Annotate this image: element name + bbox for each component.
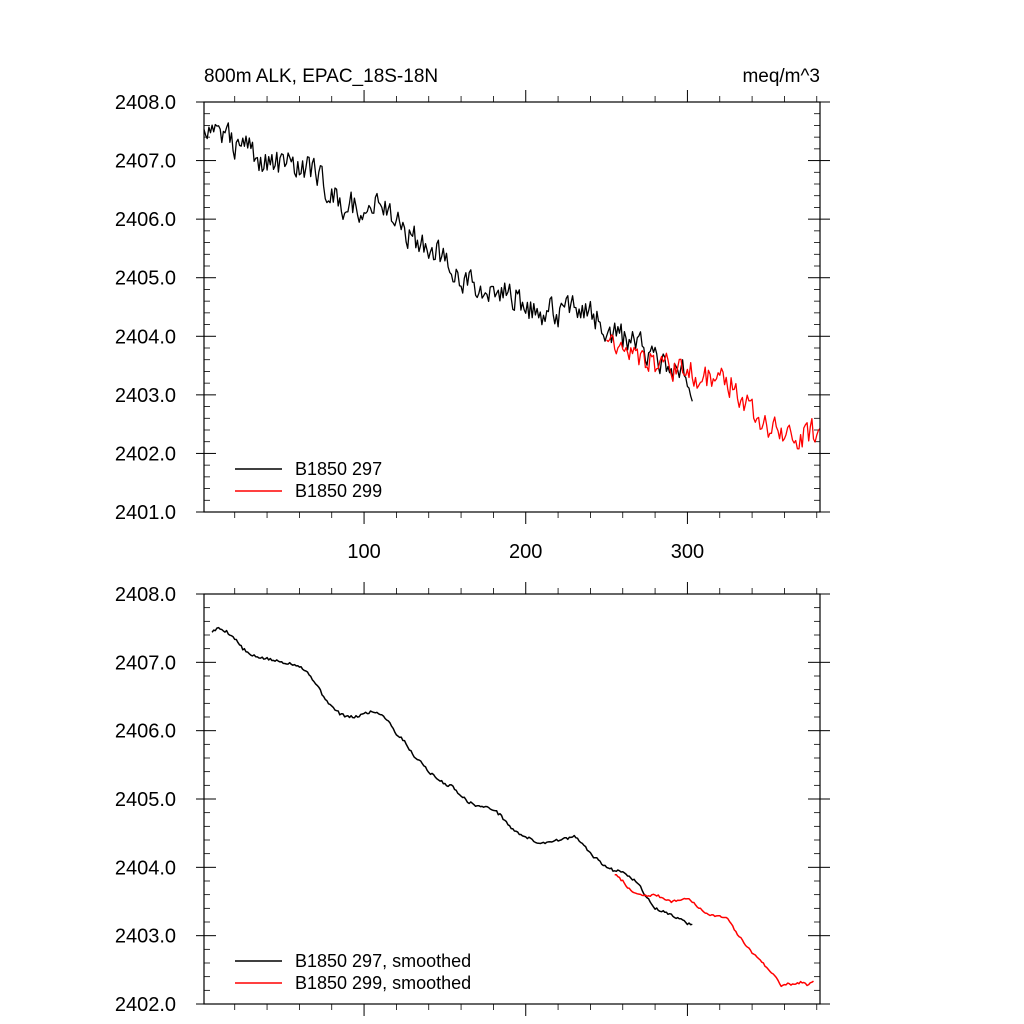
top-panel: 800m ALK, EPAC_18S-18N meq/m^3 2401.0240… <box>115 66 830 563</box>
y-tick-label: 2404.0 <box>115 857 176 879</box>
series-line-b1850-299 <box>606 334 821 450</box>
legend-label-297-smoothed: B1850 297, smoothed <box>295 951 471 971</box>
y-tick-label: 2405.0 <box>115 789 176 811</box>
y-tick-label: 2407.0 <box>115 652 176 674</box>
y-tick-label: 2403.0 <box>115 926 176 948</box>
x-tick-label: 200 <box>509 541 542 563</box>
y-tick-label: 2402.0 <box>115 994 176 1016</box>
top-panel-title: 800m ALK, EPAC_18S-18N <box>204 66 438 87</box>
y-tick-label: 2406.0 <box>115 721 176 743</box>
x-tick-label: 100 <box>347 541 380 563</box>
y-tick-label: 2408.0 <box>115 92 176 114</box>
top-axes: 2401.0 2402.0 2403.0 2404.0 2405.0 2406.0 2407… <box>115 90 830 563</box>
top-plot-frame <box>203 101 821 513</box>
bottom-series <box>211 626 814 988</box>
y-tick-label: 2405.0 <box>115 268 176 290</box>
y-tick-label: 2403.0 <box>115 385 176 407</box>
legend-label-297: B1850 297 <box>295 459 382 479</box>
legend-label-299: B1850 299 <box>295 481 382 501</box>
y-tick-label: 2408.0 <box>115 584 176 606</box>
top-series <box>203 122 821 450</box>
series-line-b1850-299-smoothed <box>614 873 814 988</box>
y-tick-label: 2404.0 <box>115 326 176 348</box>
bottom-axes: 2402.0 2403.0 2404.0 2405.0 2406.0 2407.0 2408… <box>115 582 830 1016</box>
bottom-panel: 2402.0 2403.0 2404.0 2405.0 2406.0 2407.0 2408… <box>115 582 830 1016</box>
y-tick-label: 2407.0 <box>115 151 176 173</box>
y-tick-label: 2406.0 <box>115 209 176 231</box>
legend-label-299-smoothed: B1850 299, smoothed <box>295 973 471 993</box>
series-line-b1850-297 <box>203 122 693 402</box>
y-tick-label: 2401.0 <box>115 502 176 524</box>
top-legend: B1850 297 B1850 299 <box>235 459 382 501</box>
bottom-plot-frame <box>203 593 821 1005</box>
bottom-legend: B1850 297, smoothed B1850 299, smoothed <box>235 951 471 993</box>
top-panel-units: meq/m^3 <box>742 66 820 87</box>
series-line-b1850-297-smoothed <box>211 626 693 926</box>
x-tick-label: 300 <box>671 541 704 563</box>
y-tick-label: 2402.0 <box>115 443 176 465</box>
